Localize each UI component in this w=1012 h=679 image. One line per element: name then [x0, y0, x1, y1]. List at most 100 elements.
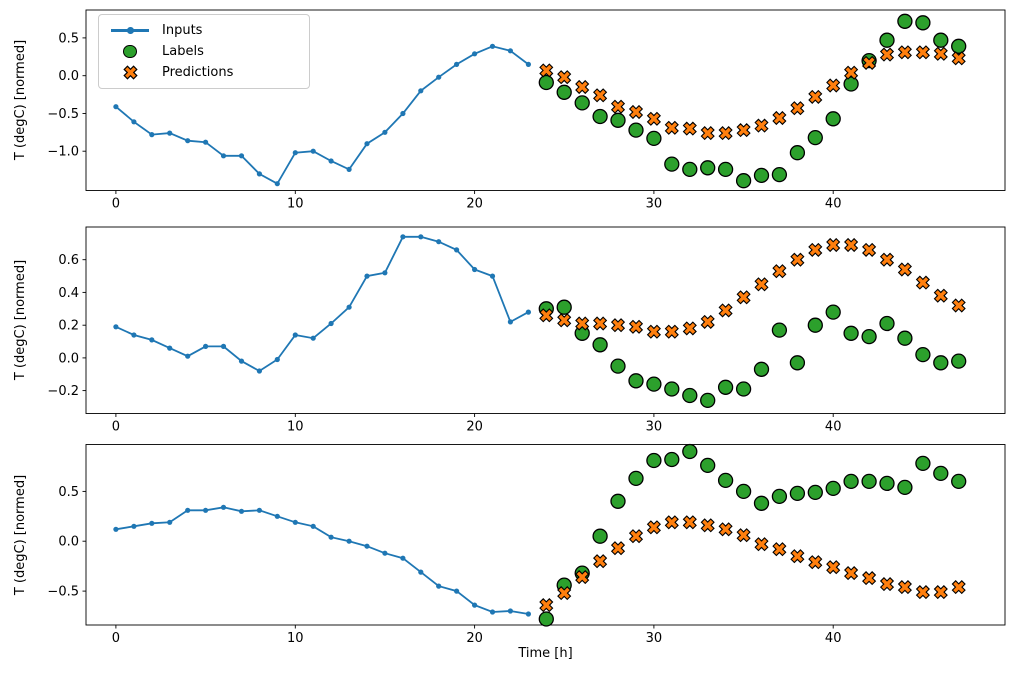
label-point — [700, 457, 716, 474]
label-point — [825, 480, 841, 497]
label-point — [843, 325, 859, 341]
label-point — [538, 74, 554, 91]
y-tick-label: 0.0 — [58, 69, 79, 84]
label-point — [915, 15, 931, 31]
axes-frame — [85, 444, 1006, 626]
label-point — [789, 355, 806, 371]
axes-frame — [85, 9, 1006, 191]
prediction-point — [682, 121, 697, 136]
prediction-point — [790, 101, 805, 116]
label-point — [664, 156, 680, 172]
inputs-point — [400, 234, 406, 240]
prediction-point — [610, 541, 626, 556]
subplot-3-predictions-series — [539, 515, 966, 613]
inputs-point — [418, 88, 424, 94]
prediction-point — [539, 308, 554, 323]
y-tick-label: −0.5 — [47, 585, 79, 600]
legend-label-labels: Labels — [162, 44, 204, 59]
prediction-point — [628, 319, 644, 334]
prediction-point — [915, 45, 930, 60]
prediction-point — [897, 262, 912, 277]
label-point — [628, 373, 644, 389]
y-axis-label-top: T (degC) [normed] — [13, 39, 28, 161]
x-tick-label: 40 — [825, 420, 842, 435]
inputs-point — [489, 273, 496, 279]
inputs-point — [382, 270, 388, 276]
predictions-x-icon — [108, 64, 152, 81]
label-point — [879, 32, 895, 48]
inputs-point — [238, 358, 245, 364]
label-point — [628, 122, 644, 138]
inputs-point — [167, 130, 173, 136]
inputs-point — [113, 526, 119, 532]
inputs-point — [418, 569, 424, 575]
inputs-line-icon — [108, 22, 152, 39]
prediction-point — [862, 55, 877, 70]
label-point — [789, 145, 806, 161]
label-point — [628, 470, 644, 487]
label-point — [556, 84, 572, 100]
inputs-point — [131, 332, 137, 338]
x-tick-label: 20 — [466, 631, 483, 646]
label-point — [753, 167, 770, 184]
prediction-point — [557, 70, 572, 85]
inputs-point — [489, 43, 496, 49]
inputs-point — [436, 74, 442, 80]
label-point — [735, 173, 752, 189]
legend-item-labels: Labels — [108, 41, 309, 62]
prediction-point — [736, 528, 751, 543]
prediction-point — [593, 554, 608, 569]
legend-item-predictions: Predictions — [108, 62, 309, 83]
x-tick-label: 40 — [825, 631, 842, 646]
prediction-point — [700, 314, 715, 329]
y-tick-label: 0.0 — [58, 535, 79, 550]
prediction-point — [790, 549, 805, 564]
inputs-point — [310, 523, 316, 529]
label-point — [610, 358, 626, 374]
prediction-point — [646, 324, 661, 339]
x-tick-label: 30 — [646, 197, 663, 212]
inputs-point — [400, 555, 406, 561]
prediction-point — [575, 316, 590, 331]
prediction-point — [718, 303, 733, 318]
prediction-point — [610, 99, 626, 114]
x-tick-label: 30 — [646, 420, 663, 435]
prediction-point — [593, 316, 608, 331]
inputs-point — [113, 104, 119, 110]
inputs-point — [131, 119, 137, 125]
inputs-point — [167, 345, 173, 351]
label-point — [771, 322, 788, 338]
inputs-line — [115, 235, 529, 373]
prediction-point — [646, 520, 661, 535]
inputs-point — [328, 320, 334, 327]
prediction-point — [664, 515, 679, 530]
label-point — [574, 95, 590, 111]
label-point — [753, 495, 770, 511]
inputs-point — [472, 266, 478, 273]
label-point — [879, 475, 895, 492]
prediction-point — [844, 237, 859, 253]
inputs-point — [149, 520, 155, 526]
prediction-point — [736, 123, 751, 138]
label-point — [682, 161, 698, 178]
y-tick-label: 0.0 — [58, 351, 79, 366]
inputs-point — [238, 508, 245, 514]
label-point — [646, 376, 662, 392]
prediction-point — [897, 580, 912, 595]
inputs-point — [131, 523, 137, 529]
inputs-point — [382, 129, 388, 135]
x-tick-label: 0 — [112, 631, 120, 646]
label-point — [807, 129, 823, 146]
label-point — [879, 315, 895, 332]
label-point — [735, 381, 752, 397]
x-tick-label: 10 — [287, 420, 304, 435]
inputs-point — [525, 611, 532, 617]
x-tick-label: 0 — [112, 197, 120, 212]
prediction-point — [700, 126, 715, 141]
label-point — [556, 299, 572, 315]
inputs-point — [274, 181, 280, 187]
inputs-point — [149, 337, 155, 343]
inputs-point — [203, 343, 209, 349]
